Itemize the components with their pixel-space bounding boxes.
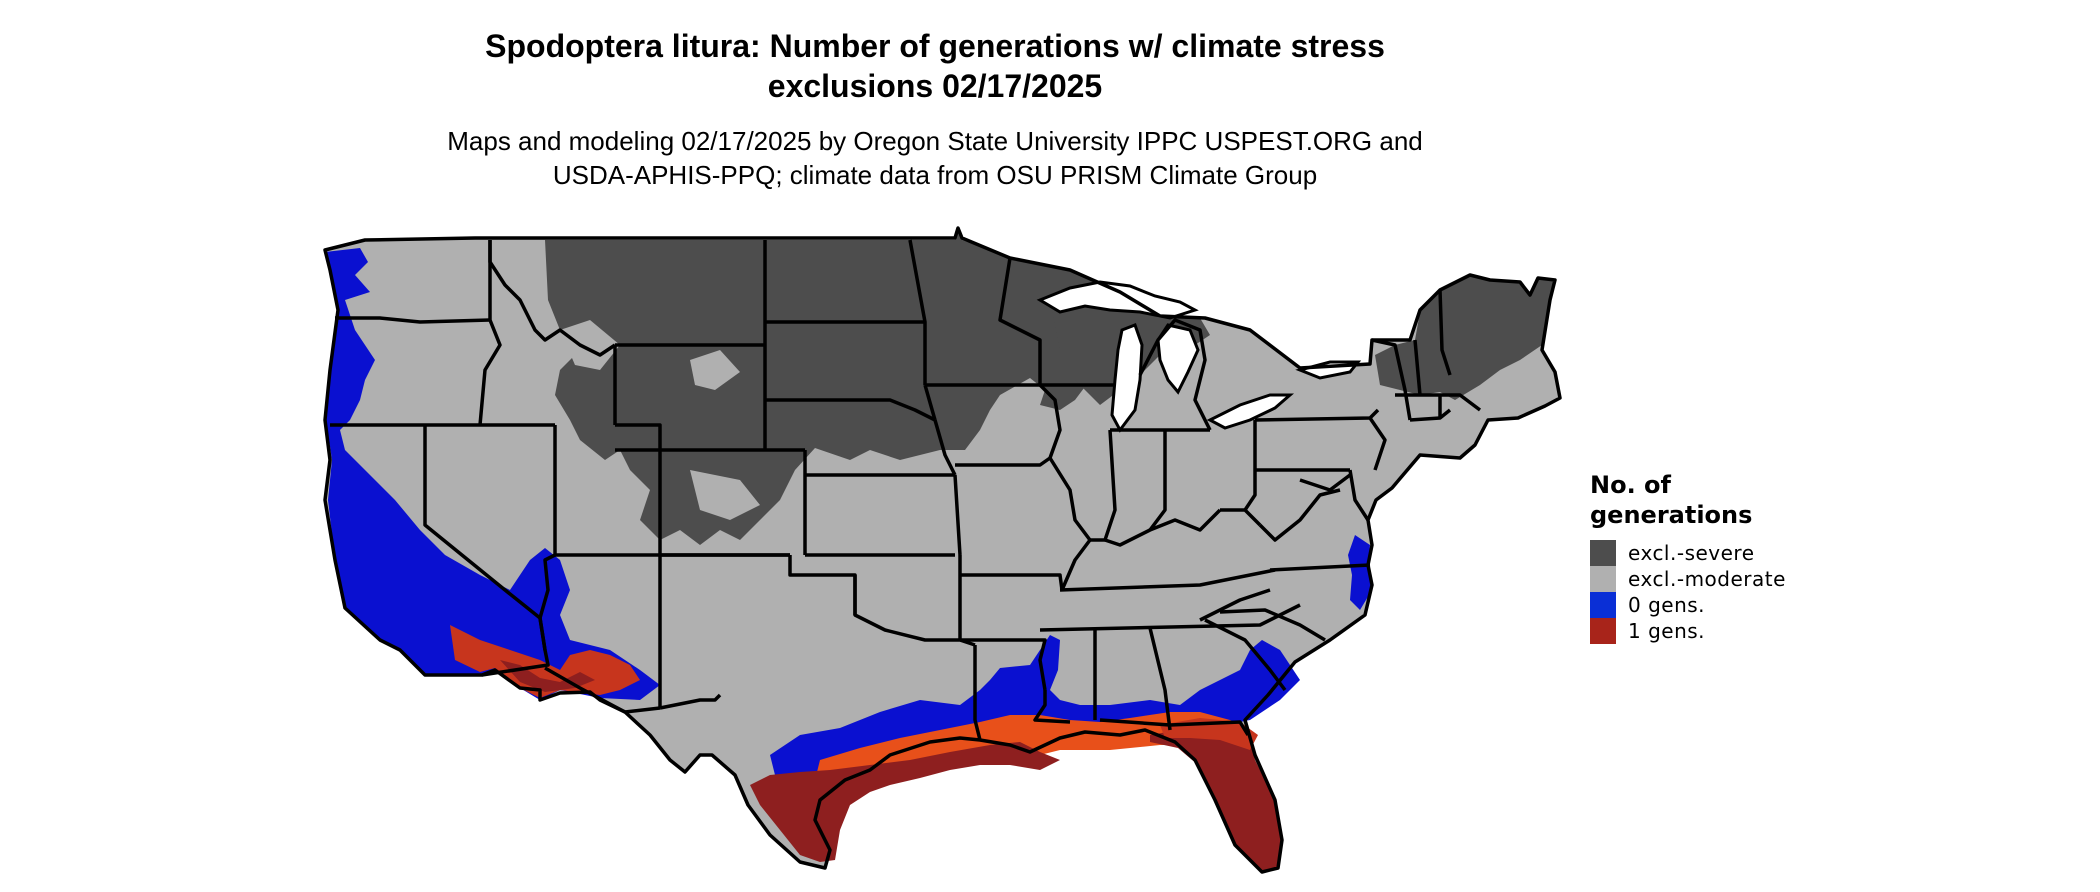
legend-title-line-1: No. of bbox=[1590, 471, 1671, 499]
border-in-oh bbox=[1148, 430, 1167, 532]
map-title: Spodoptera litura: Number of generations… bbox=[0, 26, 1870, 106]
us-outline bbox=[323, 226, 1562, 874]
legend-items: excl.-severe excl.-moderate 0 gens. 1 ge… bbox=[1590, 540, 1790, 644]
map-subtitle-line-2: USDA-APHIS-PPQ; climate data from OSU PR… bbox=[552, 160, 1318, 190]
border-md-va bbox=[1299, 473, 1352, 492]
border-tn-nc bbox=[1199, 588, 1271, 622]
border-la-ms bbox=[1033, 690, 1071, 724]
moderate-patch-oregon-coast bbox=[370, 300, 420, 400]
border-va-nc bbox=[1269, 563, 1371, 572]
border-ga-sc bbox=[1204, 618, 1287, 692]
legend-swatch-severe bbox=[1590, 540, 1616, 566]
legend-label-one-gen: 1 gens. bbox=[1628, 619, 1706, 643]
border-ia-mo bbox=[955, 456, 1052, 467]
legend-swatch-one-gen bbox=[1590, 618, 1616, 644]
map-title-line-2: exclusions 02/17/2025 bbox=[767, 68, 1103, 104]
border-tx-la bbox=[973, 645, 982, 741]
one-gen-gulf-coast-dark bbox=[750, 742, 1060, 862]
border-mo-ks bbox=[953, 474, 962, 556]
legend-title-line-2: generations bbox=[1590, 501, 1753, 529]
legend-label-zero-gens: 0 gens. bbox=[1628, 593, 1706, 617]
border-al-fl bbox=[1099, 718, 1171, 727]
border-sd-ne bbox=[765, 398, 936, 422]
border-mo-il bbox=[1048, 457, 1092, 591]
severe-north-region bbox=[545, 230, 1140, 545]
border-mo-ar bbox=[960, 573, 1064, 591]
map-subtitle: Maps and modeling 02/17/2025 by Oregon S… bbox=[0, 124, 1870, 192]
border-ca-az bbox=[481, 617, 550, 677]
border-ga-fl bbox=[1169, 720, 1250, 736]
border-nj-ny bbox=[1368, 417, 1387, 471]
moderate-patch-wyoming bbox=[690, 350, 740, 390]
border-wy-ut bbox=[615, 423, 662, 450]
legend-swatch-zero-gens bbox=[1590, 592, 1616, 618]
border-ia-ne-mo bbox=[933, 419, 957, 476]
border-sd-ia bbox=[923, 384, 937, 421]
border-ny-vt-ma bbox=[1371, 338, 1412, 421]
border-wa-or bbox=[335, 316, 491, 324]
map-subtitle-line-1: Maps and modeling 02/17/2025 by Oregon S… bbox=[447, 126, 1423, 156]
legend-item-one-gen: 1 gens. bbox=[1590, 618, 1790, 644]
border-il-in bbox=[1090, 429, 1117, 542]
border-ky-tn bbox=[1059, 568, 1276, 592]
zero-gens-west-coast bbox=[325, 248, 660, 700]
moderate-patch-sierra bbox=[375, 440, 470, 545]
legend-item-severe: excl.-severe bbox=[1590, 540, 1790, 566]
map-title-line-1: Spodoptera litura: Number of generations… bbox=[485, 28, 1385, 64]
border-mn-wi bbox=[998, 257, 1042, 385]
border-vt-nh bbox=[1413, 339, 1422, 396]
legend-label-severe: excl.-severe bbox=[1628, 541, 1755, 565]
border-wv-va bbox=[1258, 488, 1341, 542]
legend-swatch-moderate bbox=[1590, 566, 1616, 592]
moderate-patch-montana bbox=[560, 320, 620, 370]
border-de-nj bbox=[1348, 469, 1370, 521]
legend: No. of generations excl.-severe excl.-mo… bbox=[1590, 470, 1790, 644]
legend-title: No. of generations bbox=[1590, 470, 1790, 530]
border-id-mt bbox=[488, 240, 616, 357]
border-ar-la-tx bbox=[960, 638, 1047, 691]
border-in-ky bbox=[1104, 508, 1222, 547]
zero-gens-nc-coast bbox=[1348, 535, 1372, 610]
severe-northeast-region bbox=[1375, 275, 1555, 400]
border-tn-ms-al-ga bbox=[1039, 603, 1301, 632]
lake-michigan bbox=[1110, 323, 1144, 433]
border-ia-il bbox=[1038, 383, 1062, 459]
lake-erie bbox=[1206, 393, 1295, 430]
border-nh-me bbox=[1438, 289, 1452, 376]
lake-huron bbox=[1156, 323, 1200, 395]
border-oh-pa bbox=[1243, 420, 1257, 511]
border-nc-sc bbox=[1219, 608, 1326, 642]
legend-label-moderate: excl.-moderate bbox=[1628, 567, 1786, 591]
border-wa-id bbox=[478, 240, 502, 426]
border-az-mx bbox=[544, 666, 661, 714]
state-borders bbox=[323, 226, 1562, 874]
border-nm-tx-south bbox=[659, 693, 722, 710]
legend-item-zero-gens: 0 gens. bbox=[1590, 592, 1790, 618]
legend-item-moderate: excl.-moderate bbox=[1590, 566, 1790, 592]
moderate-patch-colorado bbox=[690, 470, 760, 520]
border-nv-ut-az bbox=[538, 425, 557, 619]
border-oh-ky-wv bbox=[1220, 508, 1262, 527]
border-ma-ct-ri bbox=[1395, 393, 1482, 412]
border-al-ga bbox=[1148, 627, 1172, 731]
border-nd-mn bbox=[908, 239, 927, 385]
border-michigan-lower bbox=[1138, 318, 1212, 431]
